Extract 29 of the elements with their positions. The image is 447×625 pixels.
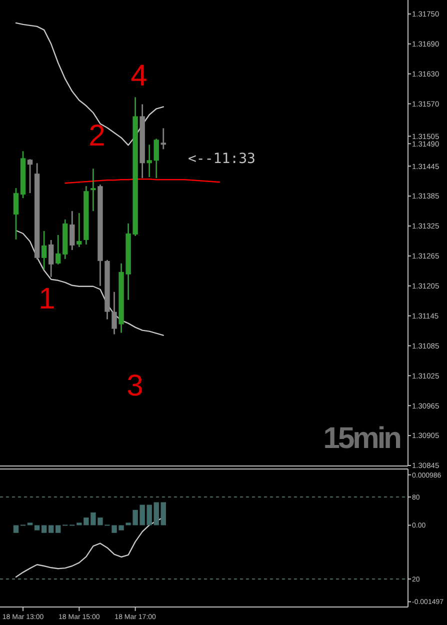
annotation: 2 (88, 120, 106, 152)
bar (34, 525, 40, 530)
candlestick (90, 168, 96, 212)
bar (154, 502, 159, 526)
bar (56, 525, 61, 533)
annotation: 1 (38, 282, 56, 316)
line-series (15, 230, 164, 336)
candlestick (146, 144, 152, 178)
annotation: 3 (126, 370, 144, 402)
candlestick (41, 230, 47, 270)
annotation: <--11:33 (188, 150, 256, 167)
bar (41, 525, 47, 533)
candlestick (154, 138, 159, 179)
bar (160, 502, 166, 526)
bar (13, 525, 19, 533)
candlestick (112, 291, 117, 335)
candlestick (160, 128, 166, 150)
annotation: 4 (130, 60, 148, 92)
candlestick (70, 210, 75, 251)
candlestick (76, 212, 82, 248)
candlestick (56, 234, 61, 266)
annotation: 15min (323, 422, 401, 455)
candlestick (27, 158, 33, 194)
bar (48, 525, 54, 533)
candlestick (48, 239, 54, 278)
line-series (15, 516, 164, 578)
line-series (15, 22, 164, 146)
bar (27, 522, 33, 526)
candlestick (13, 187, 19, 240)
